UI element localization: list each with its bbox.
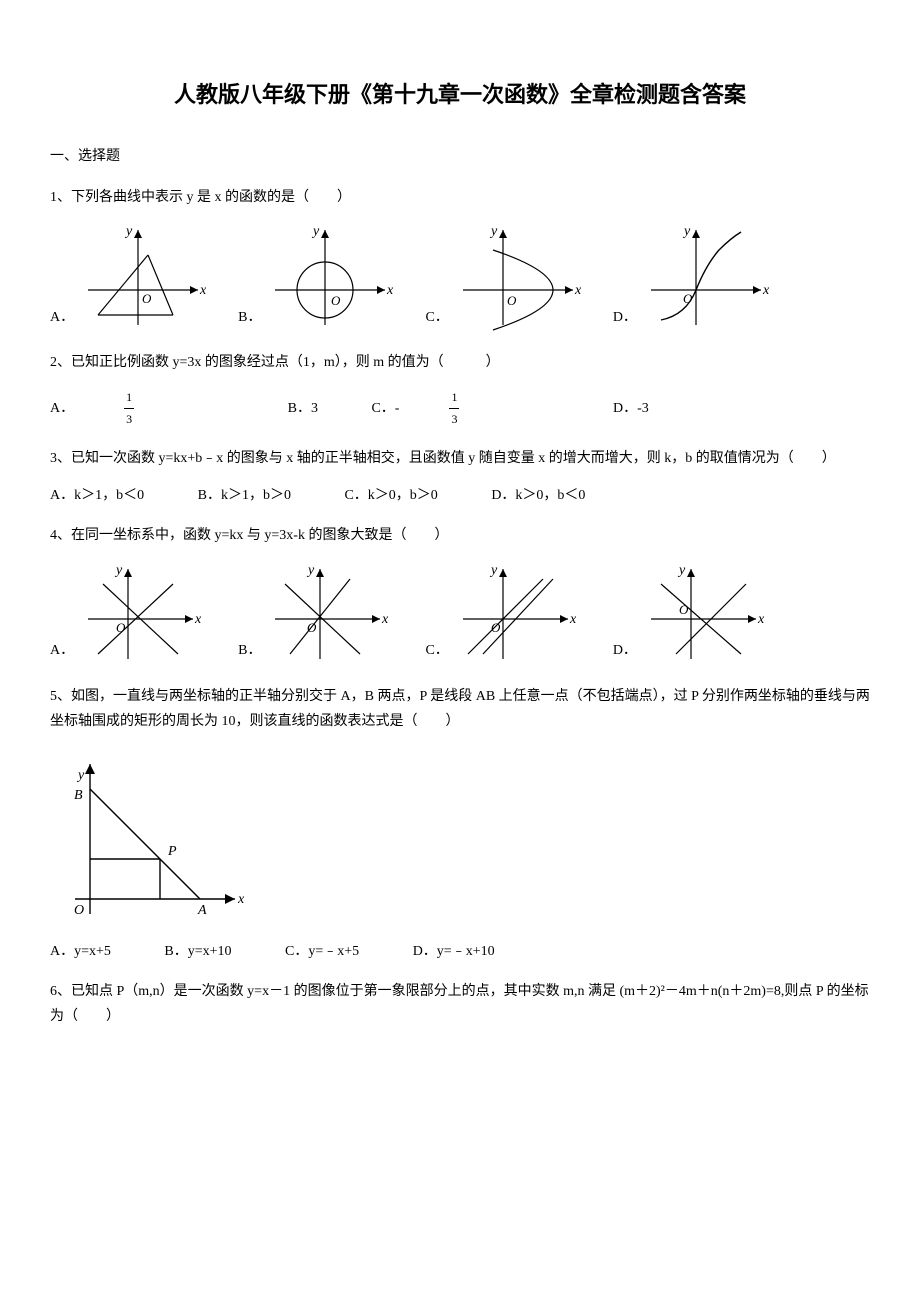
q3-options: A．k＞1，b＜0 B．k＞1，b＞0 C．k＞0，b＞0 D．k＞0，b＜0 bbox=[50, 483, 870, 508]
question-2: 2、已知正比例函数 y=3x 的图象经过点（1，m），则 m 的值为（ ） bbox=[50, 350, 870, 375]
svg-text:y: y bbox=[114, 563, 123, 578]
q4-label-c: C． bbox=[425, 638, 448, 663]
q1-option-b: B． x y O bbox=[238, 220, 395, 335]
q4-option-a: A． x y O bbox=[50, 559, 208, 669]
q1-label-a: A． bbox=[50, 305, 74, 330]
q3-option-a: A．k＞1，b＜0 bbox=[50, 483, 144, 508]
svg-text:x: x bbox=[574, 283, 582, 298]
q5-option-d: D．y=﹣x+10 bbox=[413, 939, 495, 964]
q1-label-c: C． bbox=[425, 305, 448, 330]
question-1: 1、下列各曲线中表示 y 是 x 的函数的是（ ） bbox=[50, 185, 870, 210]
q5-options: A．y=x+5 B．y=x+10 C．y=﹣x+5 D．y=﹣x+10 bbox=[50, 939, 870, 964]
q5-graph: y x B P A O bbox=[50, 749, 250, 924]
q4-option-c: C． x y O bbox=[425, 559, 582, 669]
q5-figure: y x B P A O bbox=[50, 749, 870, 924]
q1-options: A． x y O B． x y O C． bbox=[50, 220, 870, 335]
svg-text:y: y bbox=[489, 224, 498, 239]
q1-graph-a: x y O bbox=[78, 220, 208, 335]
q1-option-a: A． x y O bbox=[50, 220, 208, 335]
q2-option-d: D．-3 bbox=[613, 396, 649, 421]
page-title: 人教版八年级下册《第十九章一次函数》全章检测题含答案 bbox=[50, 75, 870, 115]
q2-option-c: C．-13 bbox=[371, 387, 559, 431]
svg-text:y: y bbox=[677, 563, 686, 578]
svg-text:O: O bbox=[142, 291, 152, 306]
svg-text:O: O bbox=[331, 293, 341, 308]
q1-label-b: B． bbox=[238, 305, 261, 330]
svg-text:y: y bbox=[311, 224, 320, 239]
q4-graph-b: x y O bbox=[265, 559, 395, 669]
svg-text:x: x bbox=[381, 612, 389, 627]
svg-text:A: A bbox=[197, 903, 207, 918]
svg-text:y: y bbox=[489, 563, 498, 578]
question-3: 3、已知一次函数 y=kx+b﹣x 的图象与 x 轴的正半轴相交，且函数值 y … bbox=[50, 446, 870, 471]
q5-option-c: C．y=﹣x+5 bbox=[285, 939, 359, 964]
svg-text:B: B bbox=[74, 788, 83, 803]
q1-graph-d: x y O bbox=[641, 220, 771, 335]
q4-label-d: D． bbox=[613, 638, 637, 663]
q4-graph-d: x y O bbox=[641, 559, 771, 669]
q4-graph-a: x y O bbox=[78, 559, 208, 669]
q4-option-b: B． x y O bbox=[238, 559, 395, 669]
svg-text:x: x bbox=[386, 283, 394, 298]
q4-options: A． x y O B． x y O C． bbox=[50, 559, 870, 669]
q4-label-b: B． bbox=[238, 638, 261, 663]
svg-text:x: x bbox=[199, 283, 207, 298]
question-5: 5、如图，一直线与两坐标轴的正半轴分别交于 A，B 两点，P 是线段 AB 上任… bbox=[50, 684, 870, 734]
svg-text:P: P bbox=[167, 844, 177, 859]
svg-text:y: y bbox=[682, 224, 691, 239]
q3-option-c: C．k＞0，b＞0 bbox=[344, 483, 437, 508]
section-heading: 一、选择题 bbox=[50, 144, 870, 169]
svg-text:y: y bbox=[124, 224, 133, 239]
q4-option-d: D． x y O bbox=[613, 559, 771, 669]
question-4: 4、在同一坐标系中，函数 y=kx 与 y=3x-k 的图象大致是（ ） bbox=[50, 523, 870, 548]
q2-option-b: B．3 bbox=[288, 396, 318, 421]
q1-graph-b: x y O bbox=[265, 220, 395, 335]
q1-option-d: D． x y O bbox=[613, 220, 771, 335]
svg-text:y: y bbox=[306, 563, 315, 578]
q4-label-a: A． bbox=[50, 638, 74, 663]
q3-option-b: B．k＞1，b＞0 bbox=[198, 483, 291, 508]
q5-option-a: A．y=x+5 bbox=[50, 939, 111, 964]
svg-text:x: x bbox=[757, 612, 765, 627]
q1-option-c: C． x y O bbox=[425, 220, 582, 335]
svg-text:x: x bbox=[237, 892, 245, 907]
svg-text:y: y bbox=[76, 768, 85, 783]
svg-text:O: O bbox=[74, 903, 84, 918]
q1-label-d: D． bbox=[613, 305, 637, 330]
svg-text:x: x bbox=[194, 612, 202, 627]
svg-text:x: x bbox=[569, 612, 577, 627]
q5-option-b: B．y=x+10 bbox=[164, 939, 231, 964]
svg-text:x: x bbox=[762, 283, 770, 298]
question-6: 6、已知点 P（m,n）是一次函数 y=x－1 的图像位于第一象限部分上的点，其… bbox=[50, 979, 870, 1029]
q2-options: A．13 B．3 C．-13 D．-3 bbox=[50, 387, 870, 431]
q2-option-a: A．13 bbox=[50, 387, 234, 431]
q4-graph-c: x y O bbox=[453, 559, 583, 669]
svg-text:O: O bbox=[507, 293, 517, 308]
q3-option-d: D．k＞0，b＜0 bbox=[491, 483, 585, 508]
q1-graph-c: x y O bbox=[453, 220, 583, 335]
